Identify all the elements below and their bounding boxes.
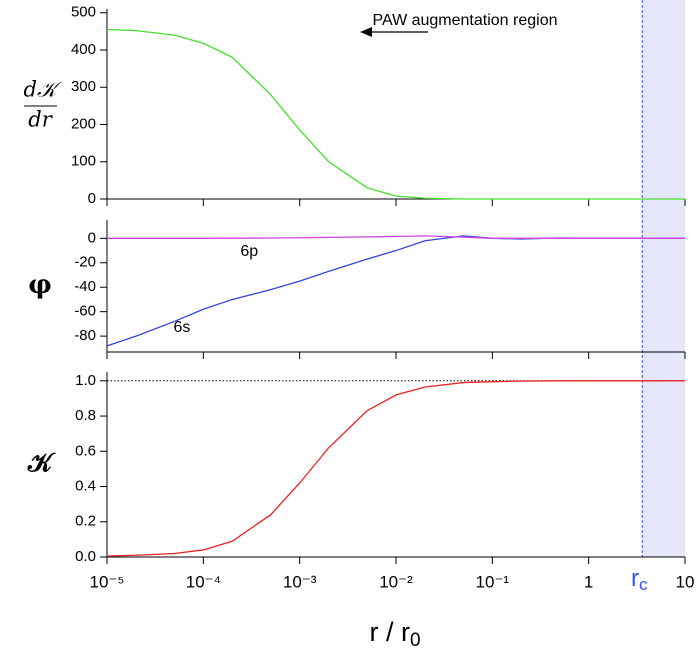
x-tick-label: 10 bbox=[676, 572, 695, 591]
arrow-head bbox=[360, 27, 372, 37]
y-label-numerator: d𝒦 bbox=[24, 78, 63, 102]
y-tick-label: 200 bbox=[71, 115, 96, 132]
y-tick-label: -20 bbox=[74, 254, 96, 271]
line bbox=[106, 380, 685, 557]
x-tick-label: 10⁻¹ bbox=[476, 572, 510, 591]
y-tick-label: -60 bbox=[74, 303, 96, 320]
line bbox=[107, 235, 685, 239]
x-tick-label: 1 bbox=[584, 572, 593, 591]
line bbox=[106, 235, 685, 347]
y-tick-label: 0.2 bbox=[75, 513, 96, 530]
y-tick-label: -80 bbox=[74, 327, 96, 344]
rc-label-text: r bbox=[631, 565, 639, 592]
y-tick-label: 400 bbox=[71, 41, 96, 58]
y-tick-label: 0.4 bbox=[75, 477, 96, 494]
x-tick-label: 10⁻⁴ bbox=[186, 572, 221, 591]
series-label: 6s bbox=[174, 319, 191, 336]
y-label: φ bbox=[28, 270, 52, 300]
y-tick-label: 100 bbox=[71, 153, 96, 170]
y-tick-label: 0.6 bbox=[75, 442, 96, 459]
x-tick-label: 10⁻³ bbox=[283, 572, 317, 591]
rc-label: rc bbox=[631, 565, 648, 594]
x-tick-label: 10⁻² bbox=[379, 572, 413, 591]
annotation: PAW augmentation region bbox=[373, 12, 558, 29]
y-tick-label: 0.0 bbox=[75, 548, 96, 565]
y-label: 𝒦 bbox=[27, 449, 56, 479]
line bbox=[106, 28, 685, 200]
x-tick-label: 10⁻⁵ bbox=[90, 572, 125, 591]
y-tick-label: 300 bbox=[71, 78, 96, 95]
shaded-region bbox=[642, 0, 685, 557]
y-tick-label: 0.8 bbox=[75, 407, 96, 424]
y-tick-label: -40 bbox=[74, 278, 96, 295]
rc-label-sub: c bbox=[639, 575, 648, 594]
x-label-text: r / r bbox=[369, 617, 410, 647]
x-label-sub: 0 bbox=[410, 630, 421, 651]
y-tick-label: 0 bbox=[88, 229, 96, 246]
y-tick-label: 0 bbox=[88, 190, 96, 207]
x-label: r / r0 bbox=[369, 617, 420, 651]
y-tick-label: 1.0 bbox=[75, 372, 96, 389]
series-label: 6p bbox=[240, 243, 258, 260]
y-tick-label: 500 bbox=[71, 4, 96, 21]
y-label-denominator: dr bbox=[28, 108, 53, 132]
